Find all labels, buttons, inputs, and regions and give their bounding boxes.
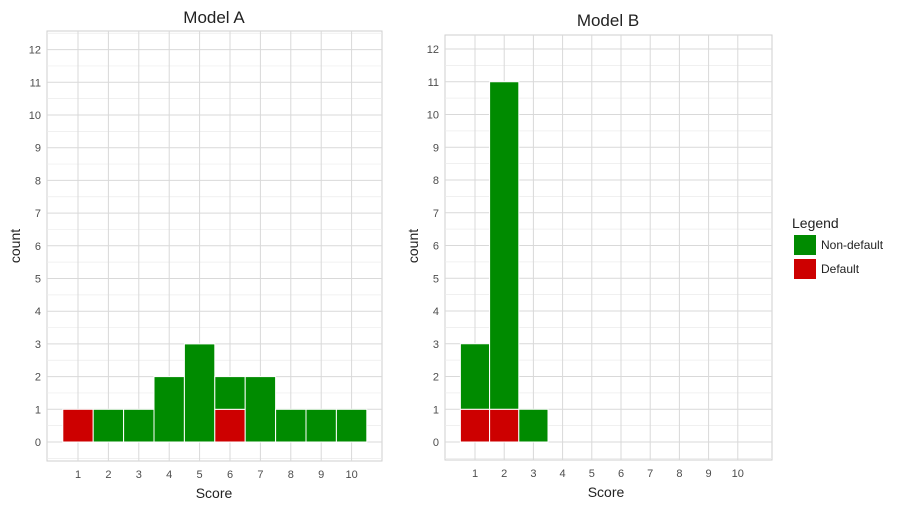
x-tick-label: 10	[345, 469, 357, 481]
legend-label-default: Default	[821, 262, 860, 276]
bar-non-default-3	[518, 408, 549, 443]
y-tick-label: 3	[433, 339, 439, 351]
y-tick-label: 7	[35, 208, 41, 220]
bar-non-default-9	[305, 408, 337, 443]
gridlines	[47, 31, 382, 461]
x-tick-label: 4	[560, 468, 566, 480]
y-tick-label: 9	[433, 142, 439, 154]
legend: Legend Non-default Default	[792, 215, 884, 279]
y-tick-label: 8	[35, 175, 41, 187]
y-tick-label: 1	[433, 404, 439, 416]
y-tick-label: 5	[433, 273, 439, 285]
y-tick-label: 12	[427, 44, 439, 56]
y-tick-label: 12	[29, 45, 41, 57]
bar-non-default-2	[489, 81, 520, 410]
bar-default-2	[489, 408, 520, 443]
bar-non-default-4	[153, 376, 185, 443]
y-tick-label: 1	[35, 404, 41, 416]
x-tick-label: 6	[227, 469, 233, 481]
x-tick-label: 6	[618, 468, 624, 480]
x-tick-label: 10	[732, 468, 744, 480]
y-tick-label: 0	[35, 437, 41, 449]
y-tick-label: 7	[433, 208, 439, 220]
chart-title: Model B	[577, 11, 639, 30]
bar-non-default-10	[335, 408, 368, 443]
x-tick-label: 1	[75, 469, 81, 481]
x-tick-label: 2	[105, 469, 111, 481]
bar-default-1	[459, 408, 491, 443]
y-axis-title: count	[7, 229, 23, 263]
x-tick-label: 8	[676, 468, 682, 480]
legend-title: Legend	[792, 215, 839, 231]
x-tick-label: 9	[318, 469, 324, 481]
chart-title: Model A	[183, 8, 245, 27]
x-tick-label: 1	[472, 468, 478, 480]
y-tick-label: 10	[427, 110, 439, 122]
x-tick-label: 2	[501, 468, 507, 480]
y-tick-label: 4	[433, 306, 439, 318]
legend-label-non-default: Non-default	[821, 238, 884, 252]
bars	[459, 81, 549, 443]
y-tick-label: 6	[35, 241, 41, 253]
bars	[62, 343, 368, 443]
y-tick-label: 3	[35, 339, 41, 351]
x-tick-label: 9	[706, 468, 712, 480]
x-tick-label: 5	[197, 469, 203, 481]
x-tick-label: 7	[647, 468, 653, 480]
bar-non-default-8	[275, 408, 307, 443]
x-tick-label: 5	[589, 468, 595, 480]
x-tick-label: 3	[530, 468, 536, 480]
bar-non-default-7	[244, 376, 277, 443]
y-tick-label: 11	[428, 77, 439, 89]
y-tick-label: 5	[35, 274, 41, 286]
bar-non-default-1	[459, 343, 491, 410]
bar-non-default-5	[183, 343, 216, 443]
bar-non-default-2	[92, 408, 125, 443]
x-axis-title: Score	[588, 484, 625, 500]
y-tick-label: 8	[433, 175, 439, 187]
x-tick-label: 3	[136, 469, 142, 481]
y-tick-label: 2	[35, 372, 41, 384]
x-tick-label: 7	[257, 469, 263, 481]
legend-swatch-default	[794, 259, 816, 279]
bar-default-1	[62, 408, 94, 443]
x-tick-label: 8	[288, 469, 294, 481]
legend-swatch-non-default	[794, 235, 816, 255]
y-tick-label: 2	[433, 372, 439, 384]
bar-default-6	[214, 408, 246, 443]
y-tick-label: 10	[29, 110, 41, 122]
bar-non-default-6	[214, 376, 246, 410]
y-axis-title: count	[405, 229, 421, 263]
y-tick-label: 9	[35, 143, 41, 155]
y-tick-label: 6	[433, 241, 439, 253]
x-tick-label: 4	[166, 469, 172, 481]
bar-non-default-3	[123, 408, 155, 443]
y-tick-label: 4	[35, 306, 41, 318]
y-tick-label: 0	[433, 437, 439, 449]
x-axis-title: Score	[196, 485, 233, 501]
y-tick-label: 11	[30, 77, 41, 89]
